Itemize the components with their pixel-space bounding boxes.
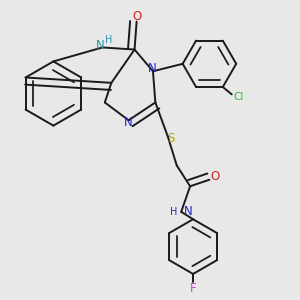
Text: O: O <box>132 10 141 23</box>
Text: S: S <box>168 132 175 145</box>
Text: Cl: Cl <box>233 92 244 102</box>
Text: F: F <box>190 282 196 295</box>
Text: N: N <box>96 39 104 52</box>
Text: H: H <box>170 207 177 217</box>
Text: H: H <box>105 35 113 45</box>
Text: N: N <box>124 116 133 129</box>
Text: O: O <box>210 170 219 183</box>
Text: N: N <box>184 205 192 218</box>
Text: N: N <box>148 62 157 75</box>
